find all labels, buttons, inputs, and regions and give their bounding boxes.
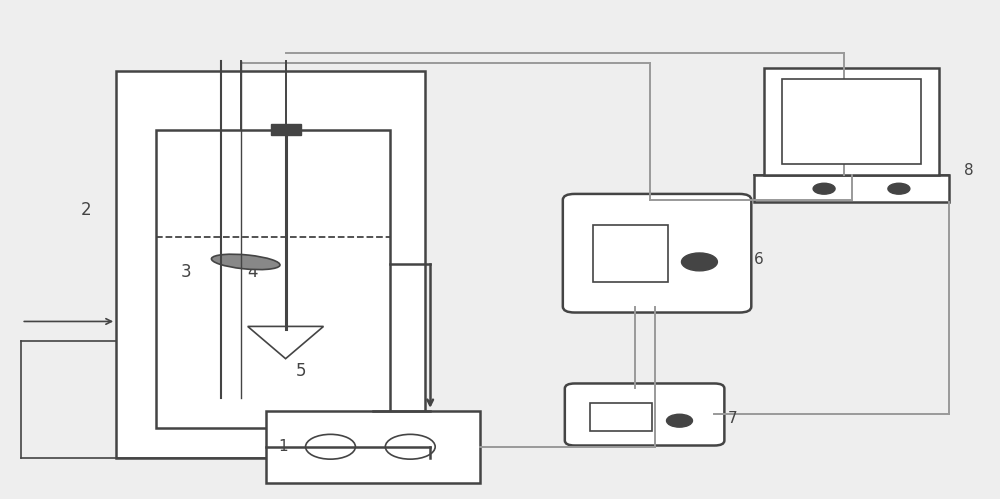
FancyBboxPatch shape <box>593 225 668 282</box>
FancyBboxPatch shape <box>116 71 425 458</box>
FancyBboxPatch shape <box>590 403 652 431</box>
Text: 8: 8 <box>964 163 973 178</box>
Text: 1: 1 <box>279 439 288 454</box>
Text: 5: 5 <box>295 362 306 380</box>
Circle shape <box>813 183 835 194</box>
FancyBboxPatch shape <box>266 411 480 483</box>
Circle shape <box>888 183 910 194</box>
FancyBboxPatch shape <box>754 175 949 203</box>
Text: 6: 6 <box>754 252 764 267</box>
FancyBboxPatch shape <box>764 68 939 175</box>
Text: 2: 2 <box>81 201 91 219</box>
FancyBboxPatch shape <box>563 194 751 312</box>
Ellipse shape <box>211 254 280 269</box>
FancyBboxPatch shape <box>271 124 301 135</box>
Circle shape <box>681 253 717 271</box>
Text: 4: 4 <box>247 263 258 281</box>
Text: 7: 7 <box>727 411 737 426</box>
Circle shape <box>667 414 692 427</box>
FancyBboxPatch shape <box>156 130 390 428</box>
FancyBboxPatch shape <box>565 383 724 446</box>
FancyBboxPatch shape <box>782 79 921 164</box>
Text: 3: 3 <box>181 263 191 281</box>
